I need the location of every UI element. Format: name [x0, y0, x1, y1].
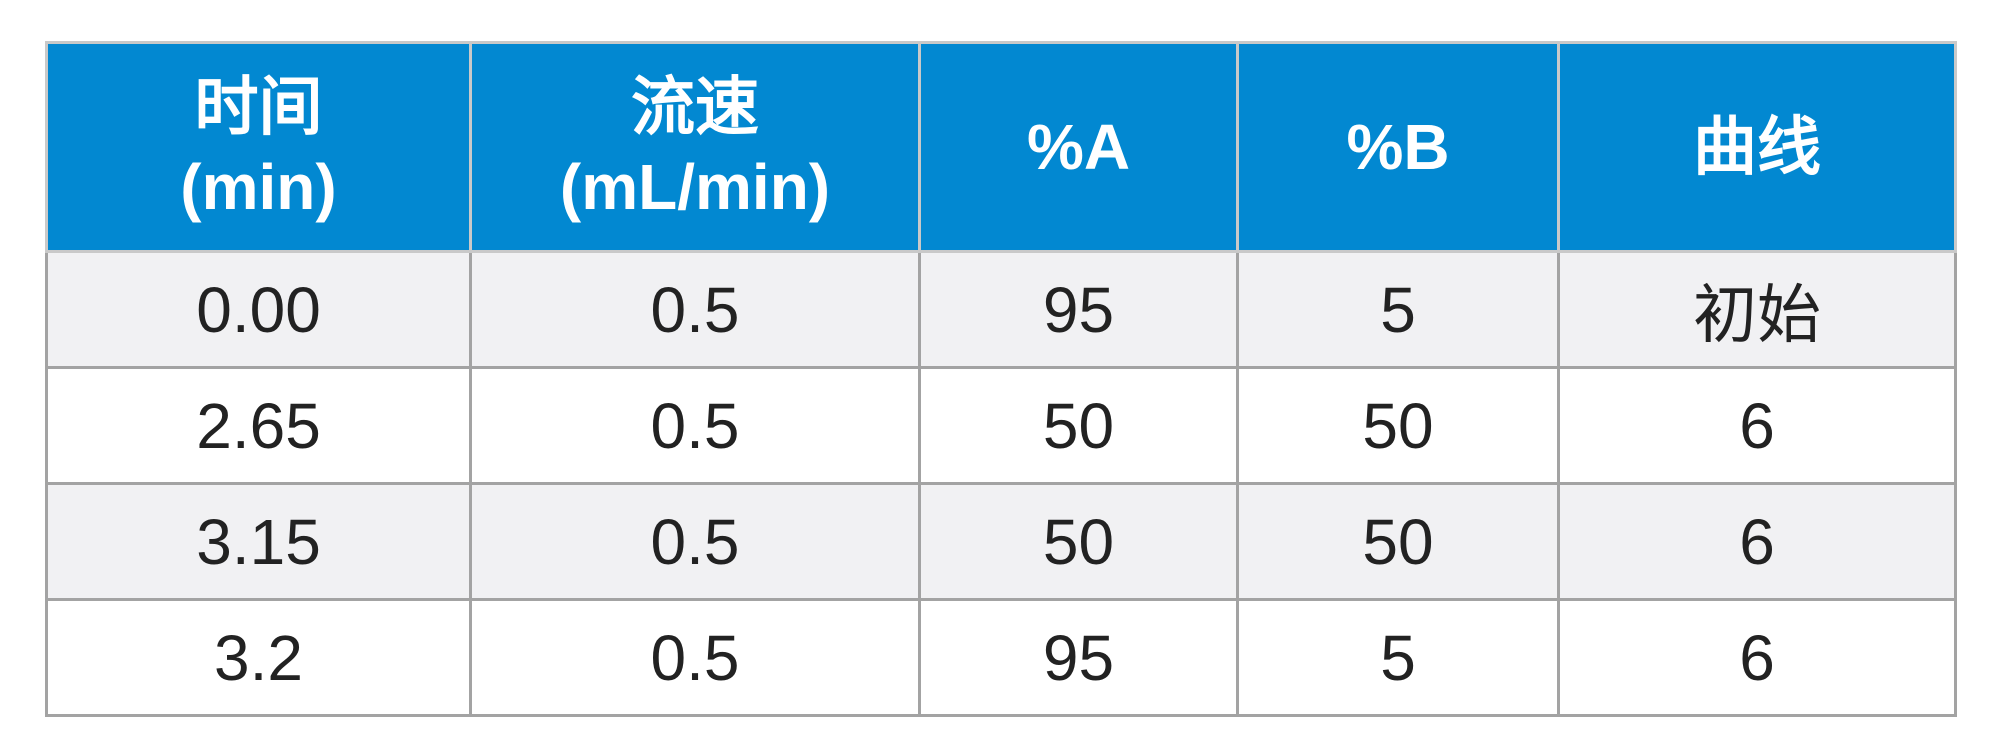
table-cell: 3.2	[45, 598, 472, 717]
header-cell: %B	[1236, 41, 1560, 253]
header-text: (min)	[180, 151, 337, 223]
table-header: 时间 (min) 流速 (mL/min) %A %B 曲线	[45, 41, 1957, 253]
header-text: %A	[1026, 111, 1131, 183]
table-row: 3.15 0.5 50 50 6	[45, 482, 1957, 601]
table-row: 2.65 0.5 50 50 6	[45, 366, 1957, 485]
table-row: 0.00 0.5 95 5 初始	[45, 250, 1957, 369]
table-cell: 6	[1557, 598, 1957, 717]
header-text: %B	[1346, 111, 1450, 183]
table-cell: 2.65	[45, 366, 472, 485]
header-cell: 曲线	[1557, 41, 1957, 253]
table-body: 0.00 0.5 95 5 初始 2.65 0.5 50 50 6 3.15 0.5 50 50 6 3.2 0…	[45, 250, 1957, 717]
table-cell: 0.5	[469, 482, 921, 601]
header-cell: 流速 (mL/min)	[469, 41, 921, 253]
header-text: 曲线	[1693, 111, 1821, 183]
table-cell: 50	[918, 482, 1239, 601]
table-cell: 0.5	[469, 366, 921, 485]
table-cell: 0.5	[469, 598, 921, 717]
header-text: (mL/min)	[559, 151, 831, 223]
table-row: 3.2 0.5 95 5 6	[45, 598, 1957, 717]
table-cell: 95	[918, 598, 1239, 717]
table-cell: 初始	[1557, 250, 1957, 369]
header-row: 时间 (min) 流速 (mL/min) %A %B 曲线	[45, 41, 1957, 253]
table-wrapper: 时间 (min) 流速 (mL/min) %A %B 曲线 0.00 0.5 95 5 初始 2.65…	[45, 41, 1957, 717]
table-cell: 0.00	[45, 250, 472, 369]
header-text: 时间	[194, 71, 323, 143]
header-cell: %A	[918, 41, 1239, 253]
table-cell: 50	[1236, 482, 1560, 601]
table-cell: 3.15	[45, 482, 472, 601]
table-cell: 6	[1557, 366, 1957, 485]
table-cell: 95	[918, 250, 1239, 369]
table-cell: 0.5	[469, 250, 921, 369]
table-cell: 50	[1236, 366, 1560, 485]
table-cell: 5	[1236, 598, 1560, 717]
header-text: 流速	[631, 71, 759, 143]
table-cell: 6	[1557, 482, 1957, 601]
gradient-table: 时间 (min) 流速 (mL/min) %A %B 曲线 0.00 0.5 95 5 初始 2.65…	[45, 41, 1957, 717]
header-cell: 时间 (min)	[45, 41, 472, 253]
table-cell: 50	[918, 366, 1239, 485]
table-cell: 5	[1236, 250, 1560, 369]
